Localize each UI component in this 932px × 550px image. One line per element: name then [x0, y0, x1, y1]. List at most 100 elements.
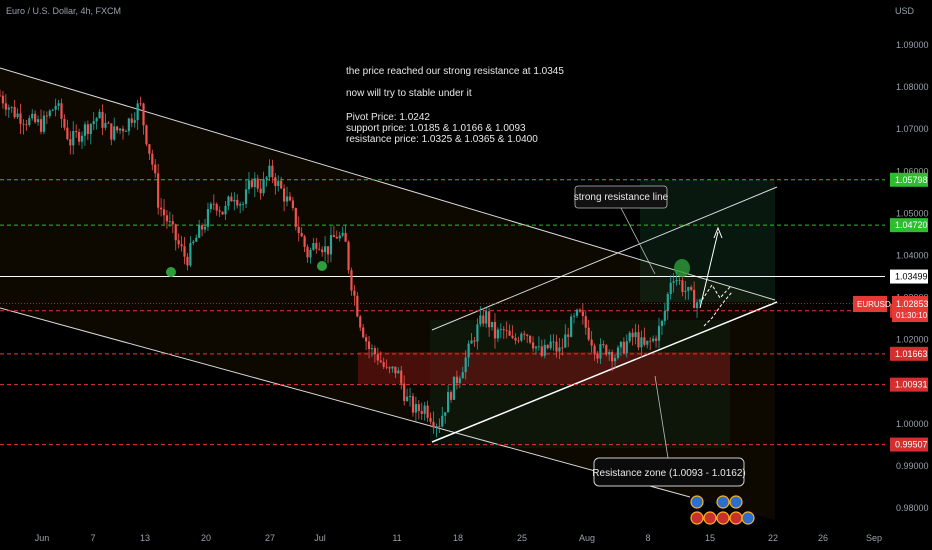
candle-body — [485, 311, 488, 324]
candle-body — [394, 366, 397, 374]
candle-body — [365, 337, 368, 342]
level-label: 1.03499 — [895, 272, 928, 282]
touch-marker — [317, 261, 327, 271]
event-icon — [716, 495, 730, 509]
candle-body — [593, 345, 596, 355]
candle-body — [66, 127, 69, 140]
candle-body — [338, 235, 341, 239]
candle-body — [180, 244, 183, 247]
candle-body — [546, 344, 549, 349]
candle-body — [552, 341, 555, 343]
y-tick-label: 1.09000 — [896, 40, 929, 50]
candle-body — [133, 120, 136, 123]
candle-body — [195, 237, 198, 242]
candle-body — [159, 207, 163, 210]
candle-body — [168, 221, 171, 222]
candle-body — [669, 282, 672, 294]
candle-body — [458, 378, 461, 384]
candle-body — [464, 357, 467, 373]
candle-body — [294, 208, 297, 227]
candle-body — [329, 235, 333, 255]
candle-body — [151, 153, 154, 165]
candle-body — [177, 240, 180, 245]
x-tick-label: Aug — [579, 533, 595, 543]
x-tick-label: 7 — [90, 533, 95, 543]
x-tick-label: 27 — [265, 533, 275, 543]
candle-body — [250, 180, 253, 187]
candle-body — [63, 118, 66, 128]
candle-body — [675, 280, 678, 282]
descending-channel-bottom-line — [0, 307, 691, 498]
level-label-box — [890, 346, 928, 361]
event-icon — [690, 495, 704, 509]
candle-body — [36, 119, 40, 123]
candle-body — [508, 330, 511, 336]
candle-body — [326, 246, 330, 255]
candle-body — [92, 121, 95, 125]
x-tick-label: 15 — [705, 533, 715, 543]
candle-body — [291, 200, 294, 209]
candle-body — [212, 203, 215, 205]
candle-body — [239, 204, 242, 206]
candle-body — [139, 103, 142, 105]
ascending-channel-top-line — [431, 186, 778, 331]
candle-body — [324, 246, 327, 253]
level-label: 1.00931 — [895, 380, 928, 390]
candle-body — [423, 405, 426, 414]
level-label: 1.04720 — [895, 220, 928, 230]
candle-body — [681, 280, 684, 292]
candle-body — [476, 324, 479, 342]
candles-layer — [0, 89, 702, 438]
candle-body — [262, 179, 265, 194]
candle-body — [215, 204, 218, 211]
candle-body — [649, 340, 652, 342]
candle-body — [89, 124, 92, 134]
candle-body — [148, 144, 151, 154]
candle-body — [265, 177, 268, 180]
candle-body — [107, 122, 110, 124]
candle-body — [640, 337, 643, 348]
x-tick-label: 20 — [201, 533, 211, 543]
candle-body — [332, 235, 335, 238]
candle-body — [321, 249, 324, 253]
callout-resistance-line: strong resistance line — [574, 185, 669, 275]
candle-body — [145, 125, 148, 145]
candle-body — [631, 332, 634, 338]
x-tick-label: 26 — [818, 533, 828, 543]
time-axis[interactable]: Jun 7 13 20 27 Jul 11 18 25 Aug 8 15 22 26 Sep — [35, 533, 882, 543]
candle-body — [57, 103, 60, 106]
candle-body — [467, 343, 470, 358]
candle-body — [83, 124, 87, 136]
candle-body — [16, 113, 19, 118]
candle-body — [637, 332, 640, 348]
level-label: 1.05798 — [895, 175, 928, 185]
candle-body — [162, 209, 166, 216]
candle-body — [505, 330, 508, 332]
candle-body — [534, 346, 538, 349]
candle-body — [482, 315, 485, 324]
candle-body — [306, 246, 309, 258]
candle-body — [581, 311, 584, 317]
candle-body — [165, 215, 169, 222]
candle-body — [247, 180, 251, 190]
candle-body — [230, 196, 233, 202]
note-line-5: resistance price: 1.0325 & 1.0365 & 1.04… — [346, 134, 538, 145]
candle-body — [684, 290, 687, 292]
candle-body — [490, 321, 494, 328]
candle-body — [584, 316, 587, 328]
candle-body — [104, 122, 107, 128]
candle-body — [473, 340, 476, 342]
level-label-box — [890, 377, 928, 392]
candle-body — [285, 196, 289, 202]
candle-body — [54, 105, 57, 110]
candle-body — [406, 396, 409, 401]
candle-body — [561, 347, 564, 349]
candle-body — [470, 340, 473, 344]
candle-body — [116, 126, 119, 131]
candle-body — [174, 224, 177, 241]
level-label: 1.01663 — [895, 349, 928, 359]
candle-body — [619, 341, 623, 348]
level-label: 0.99507 — [895, 440, 928, 450]
